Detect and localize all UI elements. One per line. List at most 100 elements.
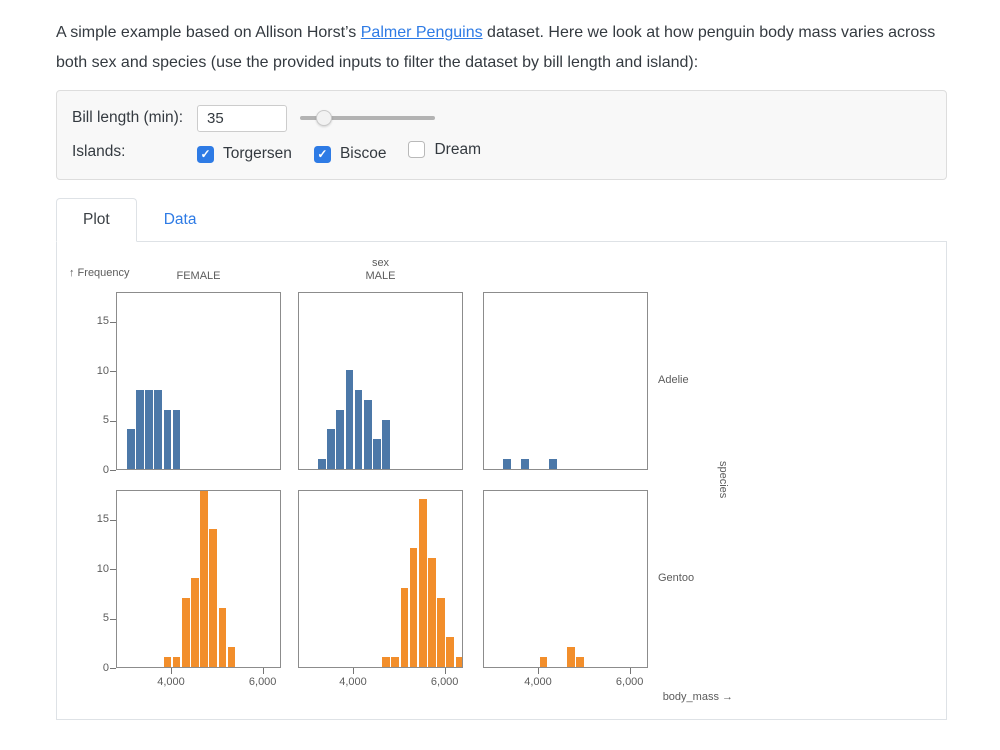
histogram-bar [373, 439, 381, 469]
histogram-bar [382, 419, 390, 469]
histogram-bar [191, 578, 199, 667]
histogram-bar [382, 657, 390, 667]
x-tick-label: 4,000 [524, 676, 552, 688]
facet-adelie-female [116, 292, 281, 470]
histogram-bar [548, 459, 557, 469]
y-tick-label: 15 [96, 513, 109, 526]
y-tick-mark [110, 420, 116, 422]
x-tick-label: 4,000 [339, 676, 367, 688]
filter-panel: Bill length (min): Islands: ✓ Torgersen ✓ B… [56, 90, 947, 180]
tab-plot[interactable]: Plot [56, 198, 137, 242]
facet-axis-title-species: species [717, 461, 729, 499]
checkbox-checked-icon: ✓ [313, 145, 331, 163]
intro-text: A simple example based on Allison Horst’… [56, 18, 948, 78]
intro-text-after: dataset. Here we look at how penguin bod… [56, 24, 936, 71]
islands-row-wrap: Islands: ✓ Torgersen ✓ Biscoe Dream [72, 138, 931, 166]
island-checkbox-torgersen[interactable]: ✓ Torgersen [197, 145, 292, 163]
histogram-bar [126, 429, 135, 469]
histogram-bar [391, 657, 400, 667]
facet-col-title-female: FEMALE [176, 270, 221, 282]
islands-row: ✓ Torgersen ✓ Biscoe Dream [197, 141, 503, 164]
tab-bar: Plot Data [56, 198, 947, 242]
x-tick-label: 6,000 [248, 676, 277, 688]
y-tick-label: 0 [102, 463, 109, 476]
histogram-bar [418, 498, 427, 667]
x-tick-label: 4,000 [157, 676, 185, 688]
histogram-bar [354, 389, 363, 469]
tab-card: Plot Data ↑ Frequency FEMALE sex MALE Ad… [56, 198, 947, 720]
histogram-bar [437, 597, 445, 667]
y-tick-mark [110, 470, 116, 471]
y-tick-label: 5 [102, 612, 109, 625]
tab-data[interactable]: Data [163, 211, 197, 228]
histogram-bar [455, 657, 462, 667]
checkbox-label: Dream [434, 140, 481, 158]
facet-adelie-na [483, 292, 648, 470]
y-tick-mark [110, 569, 116, 571]
histogram-bar [345, 370, 354, 469]
histogram-bar [521, 459, 530, 469]
y-tick-label: 0 [102, 661, 109, 674]
histogram-bar [539, 657, 548, 667]
y-tick-mark [110, 321, 116, 323]
y-axis-label: ↑ Frequency [69, 267, 130, 279]
slider-handle[interactable] [316, 110, 333, 126]
x-tick-mark [629, 668, 631, 674]
histogram-bar [172, 409, 181, 469]
palmer-penguins-link[interactable]: Palmer Penguins [360, 24, 483, 41]
x-tick-label: 6,000 [615, 676, 644, 688]
facet-adelie-male [298, 292, 463, 470]
x-tick-label: 6,000 [430, 676, 459, 688]
histogram-bar [576, 657, 585, 667]
x-tick-mark [262, 668, 264, 674]
y-tick-mark [110, 618, 116, 620]
histogram-bar [145, 389, 153, 469]
facet-gentoo-na [483, 490, 648, 668]
histogram-bar [318, 459, 326, 469]
facet-row-label-adelie: Adelie [658, 374, 689, 386]
histogram-bar [428, 558, 436, 667]
facet-gentoo-female [116, 490, 281, 668]
plot-figure: ↑ Frequency FEMALE sex MALE Adelie Gento… [57, 242, 946, 719]
histogram-bar [409, 548, 418, 667]
facet-gentoo-male [298, 490, 463, 668]
y-tick-label: 10 [96, 562, 109, 575]
histogram-bar [200, 491, 208, 667]
y-tick-mark [110, 519, 116, 521]
histogram-bar [227, 647, 236, 667]
x-tick-mark [171, 668, 172, 674]
histogram-bar [503, 459, 511, 469]
histogram-bar [327, 429, 335, 469]
histogram-bar [163, 657, 172, 667]
plot-panel: ↑ Frequency FEMALE sex MALE Adelie Gento… [56, 242, 947, 720]
bill-length-row: Bill length (min): [72, 104, 931, 132]
histogram-bar [446, 637, 455, 667]
checkbox-unchecked-icon [408, 141, 426, 159]
histogram-bar [567, 647, 575, 667]
intro-text-before: A simple example based on Allison Horst’… [56, 24, 361, 41]
checkbox-checked-icon: ✓ [197, 145, 214, 163]
x-tick-mark [538, 668, 539, 674]
x-tick-mark [353, 668, 354, 674]
island-checkbox-biscoe[interactable]: ✓ Biscoe [313, 145, 386, 163]
bill-length-slider[interactable] [300, 110, 435, 126]
y-tick-label: 10 [96, 364, 109, 377]
histogram-bar [181, 597, 190, 667]
histogram-bar [163, 409, 172, 469]
facet-row-label-gentoo: Gentoo [658, 572, 695, 584]
histogram-bar [154, 389, 163, 469]
slider-track[interactable] [300, 116, 435, 120]
islands-label: Islands: [72, 143, 126, 160]
y-tick-label: 15 [96, 315, 109, 328]
facet-axis-title-sex: sex [371, 257, 390, 269]
histogram-bar [363, 399, 372, 469]
y-tick-mark [110, 668, 116, 669]
x-axis-label: body_mass → [662, 691, 733, 703]
histogram-bar [136, 389, 144, 469]
bill-length-input[interactable] [197, 104, 287, 132]
y-tick-mark [110, 371, 116, 373]
histogram-bar [209, 528, 218, 667]
island-checkbox-dream[interactable]: Dream [408, 141, 481, 159]
x-tick-mark [444, 668, 446, 674]
